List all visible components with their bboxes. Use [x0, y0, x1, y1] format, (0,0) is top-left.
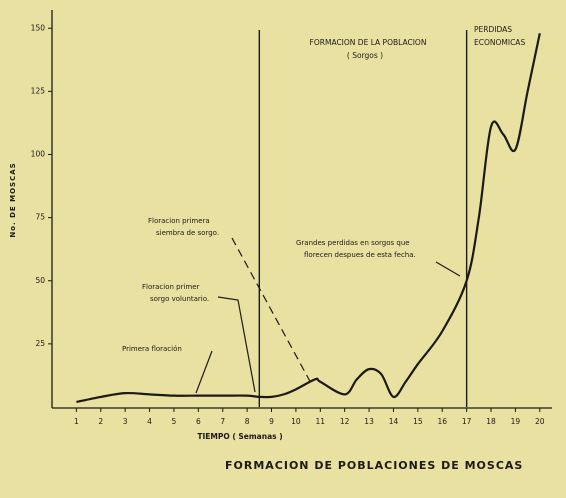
- y-tick-label: 75: [35, 213, 45, 222]
- x-tick-label: 19: [511, 417, 521, 426]
- y-tick-label: 100: [31, 150, 46, 159]
- annotation-pointer: [217, 296, 256, 393]
- x-axis-label: TIEMPO ( Semanas ): [197, 432, 282, 441]
- annotation-pointer: [231, 237, 313, 386]
- x-tick-label: 2: [98, 417, 103, 426]
- x-tick-label: 15: [413, 417, 423, 426]
- annotation-pointer: [435, 261, 461, 277]
- x-tick-label: 4: [147, 417, 152, 426]
- annotation: sorgo voluntario.: [150, 295, 209, 303]
- x-tick-label: 5: [172, 417, 177, 426]
- x-tick-label: 20: [535, 417, 545, 426]
- region-label: ( Sorgos ): [347, 51, 383, 60]
- annotation: Primera floración: [122, 345, 182, 353]
- annotation: florecen despues de esta fecha.: [304, 251, 416, 259]
- x-tick-label: 12: [340, 417, 350, 426]
- annotation-pointer: [195, 350, 213, 394]
- region-label: PERDIDAS: [474, 25, 512, 34]
- region-label: ECONOMICAS: [474, 38, 525, 47]
- x-tick-label: 14: [389, 417, 399, 426]
- x-tick-label: 6: [196, 417, 201, 426]
- x-tick-label: 8: [245, 417, 250, 426]
- y-tick-label: 25: [35, 339, 45, 348]
- annotation: siembra de sorgo.: [156, 229, 219, 237]
- region-label: FORMACION DE LA POBLACION: [310, 38, 427, 47]
- x-tick-label: 13: [364, 417, 374, 426]
- y-tick-label: 50: [35, 276, 45, 285]
- y-tick-label: 125: [31, 86, 46, 95]
- x-tick-label: 3: [123, 417, 128, 426]
- x-tick-label: 1: [74, 417, 79, 426]
- x-tick-label: 9: [269, 417, 274, 426]
- chart-title: FORMACION DE POBLACIONES DE MOSCAS: [225, 459, 523, 472]
- x-tick-label: 11: [316, 417, 326, 426]
- annotation: Floracion primera: [148, 217, 210, 225]
- x-tick-label: 16: [437, 417, 447, 426]
- annotation: Floracion primer: [142, 283, 200, 291]
- y-tick-label: 150: [31, 23, 46, 32]
- x-tick-label: 17: [462, 417, 472, 426]
- y-axis-label: No. DE MOSCAS: [9, 162, 17, 237]
- annotation: Grandes perdidas en sorgos que: [296, 239, 410, 247]
- x-tick-label: 7: [220, 417, 225, 426]
- x-tick-label: 18: [486, 417, 496, 426]
- data-line: [76, 33, 541, 404]
- x-tick-label: 10: [291, 417, 301, 426]
